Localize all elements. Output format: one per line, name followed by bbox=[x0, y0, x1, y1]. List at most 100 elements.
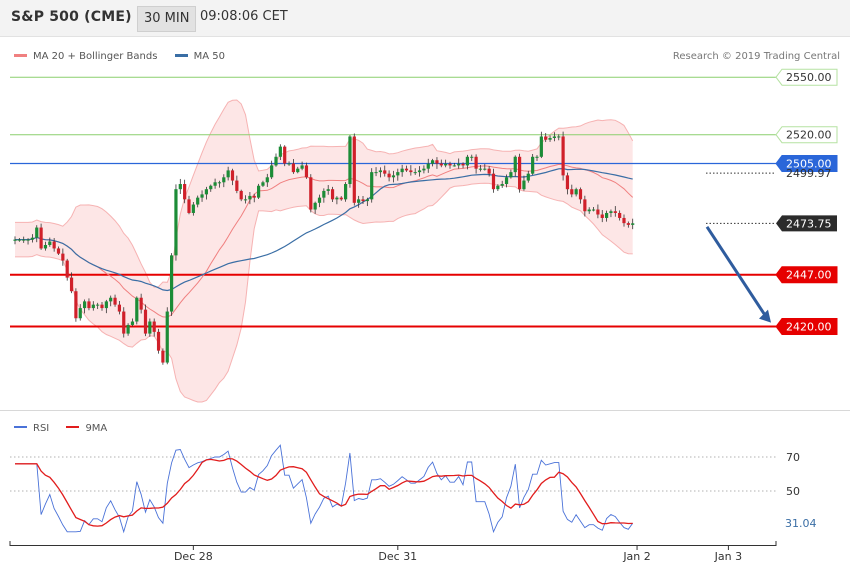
candle bbox=[561, 131, 565, 181]
candle-body bbox=[422, 168, 426, 171]
candle bbox=[87, 298, 91, 311]
candle-body bbox=[226, 170, 230, 178]
candle bbox=[361, 195, 365, 205]
candle-body bbox=[348, 136, 352, 185]
candle bbox=[544, 133, 548, 143]
candle bbox=[600, 210, 604, 223]
candle bbox=[417, 166, 422, 177]
candle-body bbox=[370, 172, 374, 200]
candle bbox=[17, 237, 21, 242]
candle-body bbox=[365, 199, 369, 202]
ma20-line bbox=[15, 163, 634, 318]
candle-body bbox=[117, 304, 121, 312]
candle-body bbox=[78, 308, 82, 319]
last-price-tag bbox=[776, 215, 837, 232]
candle bbox=[474, 154, 478, 174]
candle bbox=[387, 170, 391, 182]
candle-body bbox=[13, 239, 17, 241]
candle-body bbox=[461, 163, 465, 166]
candle-body bbox=[552, 136, 556, 138]
candle bbox=[257, 183, 261, 199]
candle bbox=[448, 161, 452, 169]
candle-body bbox=[487, 168, 491, 174]
candle-body bbox=[526, 173, 530, 181]
x-tick-label: Dec 28 bbox=[174, 550, 213, 563]
candle-body bbox=[409, 170, 413, 173]
candle-body bbox=[196, 197, 200, 205]
candle bbox=[152, 318, 156, 337]
candle bbox=[470, 154, 474, 162]
candle bbox=[461, 162, 465, 169]
candle bbox=[500, 180, 504, 188]
interval-selector[interactable]: 30 MIN bbox=[137, 6, 197, 32]
candle-body bbox=[470, 156, 474, 158]
candle bbox=[570, 184, 574, 198]
rsi-last-value: 31.04 bbox=[785, 517, 817, 530]
price-plot-area bbox=[10, 76, 776, 403]
candle bbox=[313, 201, 317, 214]
candle bbox=[170, 253, 174, 316]
candle-body bbox=[513, 156, 517, 173]
legend-item-9ma: 9MA bbox=[66, 423, 107, 434]
symbol-title: S&P 500 (CME) bbox=[11, 9, 132, 25]
candle bbox=[296, 166, 300, 174]
candle-body bbox=[283, 146, 287, 164]
candle-body bbox=[61, 253, 65, 261]
candle bbox=[248, 191, 252, 205]
candle-body bbox=[522, 180, 526, 190]
candle-body bbox=[48, 241, 52, 245]
candle bbox=[230, 168, 235, 186]
candle-body bbox=[122, 311, 126, 334]
candle bbox=[352, 133, 356, 206]
candle bbox=[413, 168, 417, 175]
candle bbox=[283, 145, 287, 167]
level-tag-4 bbox=[775, 318, 838, 335]
candle bbox=[100, 302, 104, 311]
candle bbox=[557, 134, 561, 141]
rsi-line bbox=[15, 444, 634, 534]
candle-body bbox=[591, 209, 596, 211]
candle-body bbox=[378, 170, 382, 173]
legend-item-rsi: RSI bbox=[14, 423, 49, 434]
indicator-legend: MA 20 + Bollinger Bands MA 50 bbox=[14, 51, 239, 62]
candle-body bbox=[222, 177, 226, 183]
candle-body bbox=[143, 309, 148, 334]
candle-body bbox=[265, 177, 269, 183]
rsi-panel: 70 50 31.04 bbox=[10, 444, 817, 534]
candle-body bbox=[626, 223, 630, 225]
candle bbox=[304, 162, 309, 179]
candle bbox=[335, 196, 339, 205]
candle bbox=[565, 172, 570, 195]
level-label-2447-00: 2447.00 bbox=[775, 266, 838, 284]
level-label-2550-00: 2550.00 bbox=[775, 68, 838, 86]
candle-body bbox=[239, 190, 243, 200]
candle-body bbox=[417, 170, 422, 173]
candle bbox=[317, 194, 322, 208]
candle-body bbox=[504, 177, 509, 185]
candle-body bbox=[165, 311, 169, 363]
level-value-1: 2520.00 bbox=[786, 129, 832, 142]
candle bbox=[56, 246, 61, 255]
candle bbox=[465, 154, 469, 170]
candle bbox=[531, 153, 535, 175]
candle-body bbox=[548, 137, 552, 140]
candle bbox=[522, 175, 526, 191]
candle bbox=[309, 174, 313, 213]
candle-body bbox=[322, 190, 326, 198]
candle bbox=[426, 158, 430, 173]
candle bbox=[213, 178, 217, 189]
candle-body bbox=[326, 189, 330, 191]
legend-label-bollinger: MA 20 + Bollinger Bands bbox=[33, 51, 158, 62]
candle-body bbox=[209, 185, 213, 190]
candle-body bbox=[544, 136, 548, 140]
level-label-2505-00: 2505.00 bbox=[775, 155, 838, 172]
candle-body bbox=[74, 291, 78, 319]
candle bbox=[143, 304, 148, 337]
candle-body bbox=[357, 199, 361, 203]
candle bbox=[270, 160, 274, 180]
candle-body bbox=[613, 211, 617, 213]
level-tag-3 bbox=[775, 266, 838, 284]
candle-body bbox=[39, 227, 43, 249]
candle-body bbox=[444, 163, 448, 166]
